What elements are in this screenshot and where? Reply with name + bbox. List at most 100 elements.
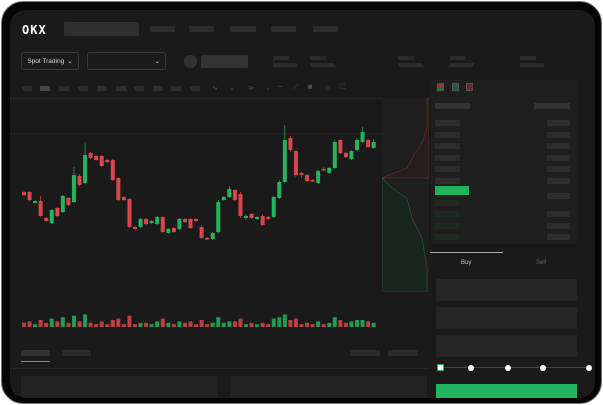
buy-tab-indicator [430,252,503,253]
candle-body [349,151,354,159]
price-input[interactable] [436,279,577,301]
ask-row-price[interactable] [435,120,460,126]
chevron-down-icon[interactable]: ⌄ [229,85,235,92]
candle-body [133,227,137,229]
candlestick-chart[interactable] [10,98,382,340]
volume-bar [332,317,337,327]
candle-body [210,233,215,239]
candle-body [260,216,265,225]
interval-button[interactable] [171,86,181,91]
interval-button-active[interactable] [40,86,50,91]
ask-row-price[interactable] [435,154,460,161]
slider-step-100[interactable] [586,365,592,371]
volume-bar [316,321,321,327]
bid-row-amount[interactable] [547,223,570,229]
ask-row-amount[interactable] [547,143,570,149]
candle-body [199,227,204,238]
search-bar[interactable] [64,22,139,36]
ask-row-price[interactable] [435,143,460,149]
line-icon[interactable]: ~ [278,84,283,91]
bid-row-price[interactable] [435,211,459,217]
volume-bar [199,320,204,327]
fullscreen-icon[interactable]: ⛶ [340,84,345,91]
nav-item[interactable] [230,26,256,32]
candle-body [299,173,304,175]
volume-bar [244,324,248,327]
interval-button[interactable] [97,86,107,91]
stat-label [520,56,536,60]
slider-handle[interactable] [437,364,444,371]
ruler-icon[interactable]: ⟋ [293,84,298,91]
bid-row-price[interactable] [435,223,459,229]
ask-row-amount[interactable] [547,120,570,126]
ask-row-amount[interactable] [547,154,570,161]
bid-row-amount[interactable] [547,211,570,217]
volume-bar [121,324,126,327]
nav-item[interactable] [313,26,338,32]
interval-button[interactable] [153,86,163,91]
filter-button[interactable] [350,350,380,356]
volume-bar [44,322,49,327]
candle-body [144,219,149,224]
candle-body [188,219,193,228]
percent-slider-track[interactable] [440,367,590,368]
volume-bar [355,320,359,327]
history-tab[interactable] [62,350,91,356]
volume-bar [127,315,132,327]
indicator-icon[interactable]: ∿ [212,85,218,92]
ask-row-price[interactable] [435,177,460,184]
interval-button[interactable] [116,86,126,91]
volume-bar [205,324,210,327]
volume-bar [182,322,187,327]
buy-tab[interactable]: Buy [461,260,472,266]
stat-value [520,63,544,67]
camera-icon[interactable]: ◙ [308,84,313,91]
candle-body [27,192,32,200]
last-price-highlight[interactable] [435,186,469,195]
nav-item[interactable] [150,26,175,32]
bid-row-price[interactable] [435,234,459,240]
bid-row-amount[interactable] [547,234,570,240]
slider-step-75[interactable] [540,365,546,371]
orderbook-view-both-icon[interactable] [437,83,444,91]
ask-row-amount[interactable] [547,131,570,138]
volume-bar [27,321,32,327]
orderbook-header-price [435,103,470,109]
ask-row-price[interactable] [435,166,460,172]
okx-logo[interactable]: OKX [22,23,47,37]
amount-input[interactable] [436,307,577,329]
orders-tab-active[interactable] [21,350,50,356]
candle-body [60,196,65,212]
price-display [201,55,248,68]
candle-body [332,142,337,168]
volume-bar [221,322,226,327]
market-select[interactable]: Spot Trading ⌄ [21,52,79,70]
slider-step-25[interactable] [468,365,474,371]
slider-step-50[interactable] [505,365,511,371]
candle-body [366,140,371,147]
filter-button[interactable] [388,350,418,356]
draw-tool-icon[interactable]: ⊳ [248,85,254,92]
nav-item[interactable] [189,26,214,32]
nav-item[interactable] [271,26,296,32]
pair-select[interactable]: ⌄ [87,52,166,70]
interval-button[interactable] [134,86,144,91]
interval-button[interactable] [190,86,200,91]
interval-button[interactable] [22,86,32,91]
volume-bar [321,324,326,327]
ask-row-amount[interactable] [547,177,570,184]
orderbook-view-bids-icon[interactable] [452,83,459,91]
sell-tab[interactable]: Sell [536,260,547,266]
interval-button[interactable] [59,86,69,91]
volume-bar [266,324,271,327]
bid-row-price[interactable] [435,200,459,206]
chevron-down-icon[interactable]: ⌄ [265,85,271,92]
ask-row-amount[interactable] [547,166,570,172]
interval-button[interactable] [78,86,88,91]
orderbook-view-asks-icon[interactable] [466,83,473,91]
volume-bar [338,320,343,327]
buy-button[interactable] [436,384,577,398]
total-input[interactable] [436,335,577,357]
settings-icon[interactable]: ◎ [324,85,331,92]
ask-row-price[interactable] [435,131,460,138]
